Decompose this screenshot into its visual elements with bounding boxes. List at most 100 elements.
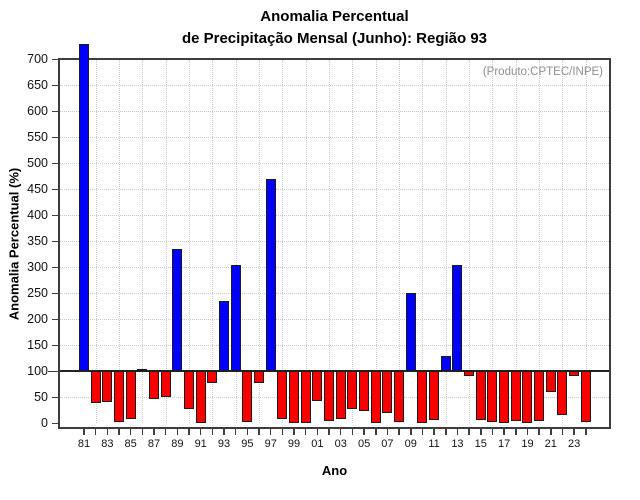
x-axis-title: Ano xyxy=(321,463,348,478)
y-tick xyxy=(52,318,58,321)
x-tick xyxy=(410,429,412,435)
bar-1984 xyxy=(114,371,124,423)
x-tick xyxy=(153,429,155,435)
bar-1983 xyxy=(102,371,113,402)
x-tick xyxy=(351,429,354,435)
v-gridline xyxy=(515,59,517,423)
bar-1992 xyxy=(207,371,218,384)
x-tick xyxy=(550,429,552,435)
y-tick xyxy=(52,422,58,425)
x-tick-label: 99 xyxy=(287,438,301,450)
x-tick xyxy=(398,429,400,435)
y-tick-label: 200 xyxy=(27,312,48,327)
y-tick xyxy=(52,162,58,165)
v-gridline xyxy=(259,59,261,423)
y-tick xyxy=(52,58,58,61)
x-tick xyxy=(515,429,517,435)
x-tick xyxy=(328,429,330,435)
x-tick-label: 07 xyxy=(381,438,394,450)
h-gridline xyxy=(58,345,611,347)
x-tick xyxy=(456,429,459,435)
y-tick xyxy=(52,396,58,399)
bar-1997 xyxy=(265,178,276,372)
y-tick-label: 700 xyxy=(27,52,48,67)
x-tick xyxy=(445,429,447,435)
y-tick xyxy=(52,84,58,87)
x-tick xyxy=(164,429,167,435)
x-tick-label: 91 xyxy=(194,438,207,450)
x-tick xyxy=(526,429,529,435)
bar-1981 xyxy=(79,43,89,372)
v-gridline xyxy=(142,59,144,423)
v-gridline xyxy=(562,59,564,423)
v-gridline xyxy=(305,59,307,423)
h-gridline xyxy=(58,241,611,243)
x-tick xyxy=(433,429,435,435)
y-tick-label: 500 xyxy=(27,156,48,171)
bar-2006 xyxy=(370,371,381,423)
bar-2002 xyxy=(324,371,335,422)
h-gridline xyxy=(58,215,611,217)
h-gridline xyxy=(58,163,611,165)
x-tick xyxy=(269,429,272,435)
v-gridline xyxy=(492,59,494,423)
bar-1990 xyxy=(184,371,195,410)
y-tick-label: 350 xyxy=(27,234,48,249)
x-tick xyxy=(491,429,494,435)
bar-1995 xyxy=(242,371,253,422)
x-tick xyxy=(83,429,85,435)
x-tick xyxy=(118,429,120,435)
v-gridline xyxy=(235,59,237,423)
y-tick-label: 650 xyxy=(27,78,48,93)
bar-2019 xyxy=(522,371,533,423)
x-tick xyxy=(223,429,225,435)
v-gridline xyxy=(282,59,284,423)
h-gridline xyxy=(58,319,611,321)
baseline-100 xyxy=(58,370,611,373)
y-tick-label: 450 xyxy=(27,182,48,197)
bar-2021 xyxy=(545,371,556,393)
x-tick-label: 81 xyxy=(77,438,91,450)
bar-2005 xyxy=(359,371,370,411)
bar-1987 xyxy=(149,371,160,400)
x-tick xyxy=(421,429,424,435)
v-gridline xyxy=(375,59,377,423)
y-tick xyxy=(52,136,58,139)
x-tick xyxy=(304,429,307,435)
x-tick xyxy=(94,429,97,435)
bar-1986 xyxy=(137,368,148,372)
x-tick xyxy=(199,429,202,435)
y-tick-label: 550 xyxy=(27,130,48,145)
bar-1989 xyxy=(172,249,183,372)
y-tick xyxy=(48,370,58,373)
x-tick xyxy=(258,429,260,435)
y-tick-label: 50 xyxy=(34,390,48,405)
bar-2012 xyxy=(440,355,451,372)
v-gridline xyxy=(445,59,447,423)
v-gridline xyxy=(399,59,401,423)
x-tick xyxy=(573,429,575,435)
plot-frame xyxy=(58,58,611,429)
v-gridline xyxy=(585,59,587,423)
bar-2007 xyxy=(382,371,393,413)
bar-1991 xyxy=(195,371,206,423)
bar-2000 xyxy=(300,371,311,423)
bar-2008 xyxy=(394,371,405,423)
y-tick-label: 400 xyxy=(27,208,48,223)
x-tick xyxy=(585,429,587,435)
y-tick xyxy=(52,110,58,113)
bar-2023 xyxy=(569,371,580,377)
y-tick-label: 300 xyxy=(27,260,48,275)
x-tick-label: 23 xyxy=(568,438,581,450)
v-gridline xyxy=(212,59,214,423)
bar-1999 xyxy=(289,371,300,423)
x-tick-label: 09 xyxy=(404,438,417,450)
x-tick xyxy=(561,429,564,435)
bar-2018 xyxy=(510,371,521,422)
y-tick xyxy=(52,344,58,347)
bar-1994 xyxy=(230,264,241,372)
y-tick-label: 0 xyxy=(41,416,48,431)
x-tick-label: 11 xyxy=(428,438,440,450)
bar-2020 xyxy=(534,371,545,422)
